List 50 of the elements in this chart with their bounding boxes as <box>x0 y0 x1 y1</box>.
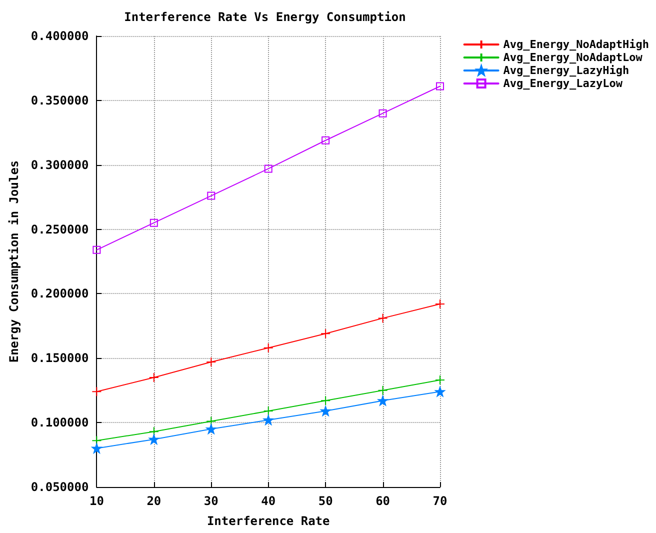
y-tick-label: 0.400000 <box>30 29 89 43</box>
x-tick-label: 60 <box>376 494 390 508</box>
point <box>263 342 274 353</box>
point <box>320 396 331 406</box>
x-axis-title: Interference Rate <box>206 514 330 528</box>
y-tick-label: 0.250000 <box>30 222 89 236</box>
y-tick-label: 0.100000 <box>30 416 89 430</box>
y-tick-label: 0.350000 <box>30 93 89 108</box>
y-axis-title: Energy Consumption in Joules <box>7 160 21 363</box>
point <box>92 436 102 446</box>
x-tick-label: 30 <box>204 494 218 508</box>
point <box>207 192 216 200</box>
point <box>435 375 445 386</box>
x-tick-label: 20 <box>146 494 162 508</box>
legend-label: Avg_Energy_NoAdaptLow <box>503 51 643 64</box>
point <box>206 416 216 426</box>
point <box>206 424 216 434</box>
point <box>92 246 101 254</box>
y-tick-label: 0.050000 <box>30 480 89 494</box>
y-tick-label: 0.200000 <box>30 286 89 301</box>
chart-title: Interference Rate Vs Energy Consumption <box>124 10 406 24</box>
point <box>436 82 444 90</box>
y-tick-label: 0.150000 <box>30 351 89 366</box>
point <box>322 136 330 144</box>
y-tick-label: 0.300000 <box>30 158 89 172</box>
point <box>148 372 159 382</box>
point <box>378 396 388 406</box>
point <box>435 386 445 397</box>
point <box>320 328 331 339</box>
legend-label: Avg_Energy_LazyLow <box>503 77 623 90</box>
x-tick-label: 70 <box>432 494 448 508</box>
point <box>148 434 159 444</box>
legend-label: Avg_Energy_NoAdaptHigh <box>503 38 650 51</box>
point <box>92 443 102 454</box>
x-tick-label: 40 <box>261 494 276 508</box>
legend-label: Avg_Energy_LazyHigh <box>503 64 630 77</box>
point <box>378 109 387 118</box>
point <box>378 385 388 396</box>
point <box>263 414 274 425</box>
point <box>206 357 216 368</box>
point <box>92 386 102 397</box>
point <box>264 164 272 173</box>
point <box>150 218 158 227</box>
point <box>320 406 331 416</box>
x-tick-label: 10 <box>89 494 104 508</box>
point <box>435 299 445 310</box>
x-tick-label: 50 <box>318 494 333 508</box>
point <box>148 426 159 437</box>
point <box>378 313 388 324</box>
point <box>263 406 274 416</box>
